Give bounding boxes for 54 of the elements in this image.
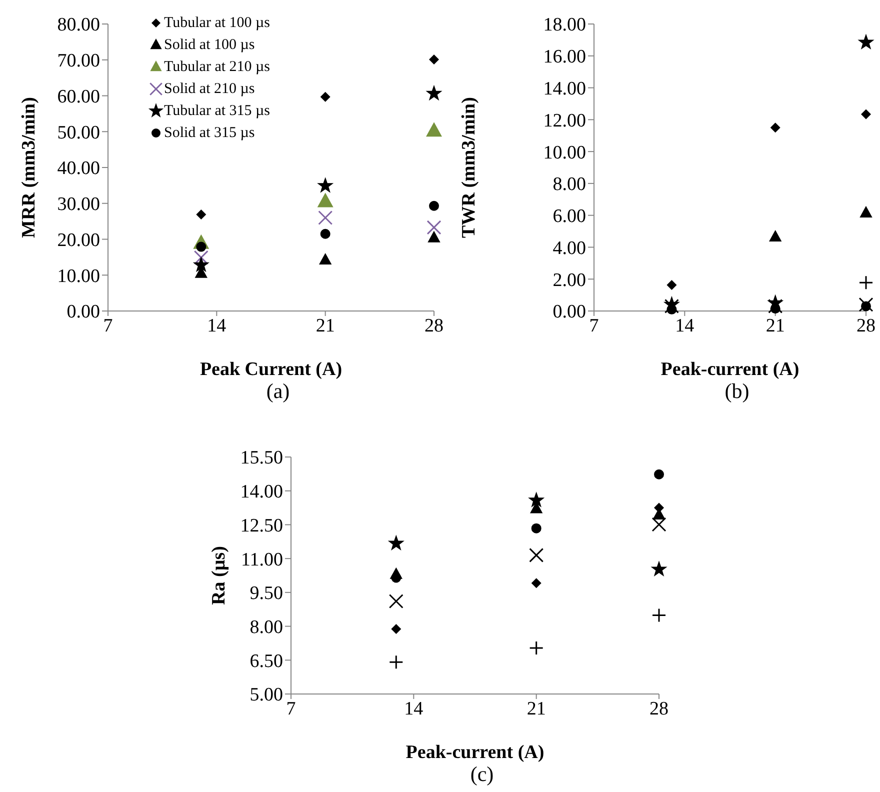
y-axis-title: TWR (mm3/min) xyxy=(458,97,480,238)
x-tick-label: 21 xyxy=(526,698,546,720)
y-tick-label: 10.00 xyxy=(543,142,586,164)
x-tick-label: 28 xyxy=(650,698,668,720)
x-axis-title: Peak Current (A) xyxy=(200,359,342,380)
legend-label: Solid at 315 µs xyxy=(164,124,255,142)
y-tick-label: 6.50 xyxy=(250,650,283,672)
x-tick-label: 28 xyxy=(856,315,876,336)
x-tick-label: 14 xyxy=(404,698,424,720)
legend-label: Solid at 100 µs xyxy=(164,36,255,54)
x-axis-title: Peak-current (A) xyxy=(406,742,544,763)
x-axis-title: Peak-current (A) xyxy=(660,359,800,380)
y-tick-label: 4.00 xyxy=(552,238,586,259)
y-tick-label: 50.00 xyxy=(57,122,100,144)
y-tick-label: 11.00 xyxy=(240,549,283,570)
text: (c) xyxy=(469,762,495,787)
y-tick-label: 2.00 xyxy=(552,270,586,291)
y-tick-label: 5.00 xyxy=(250,684,283,706)
x-tick-label: 7 xyxy=(589,315,599,336)
text: (a) xyxy=(265,379,291,404)
x-tick-label: 21 xyxy=(316,315,335,336)
y-tick-label: 20.00 xyxy=(57,230,100,251)
y-tick-label: 8.00 xyxy=(552,174,586,196)
y-tick-label: 14.00 xyxy=(543,78,586,100)
y-tick-label: 0.00 xyxy=(66,302,100,323)
y-tick-label: 14.00 xyxy=(240,482,283,503)
y-axis-title: MRR (mm3/min) xyxy=(18,97,40,238)
x-tick-label: 14 xyxy=(675,315,695,336)
legend-label: Solid at 210 µs xyxy=(164,80,255,98)
y-tick-label: 8.00 xyxy=(250,617,283,638)
y-tick-label: 15.50 xyxy=(240,448,283,469)
y-tick-label: 18.00 xyxy=(543,14,586,36)
legend-label: Tubular at 210 µs xyxy=(164,58,270,76)
x-tick-label: 14 xyxy=(207,315,227,336)
x-tick-label: 7 xyxy=(286,698,296,720)
y-tick-label: 30.00 xyxy=(57,194,100,216)
y-tick-label: 10.00 xyxy=(57,266,100,287)
text: (b) xyxy=(724,379,750,404)
y-tick-label: 70.00 xyxy=(57,50,100,72)
y-tick-label: 0.00 xyxy=(552,302,586,323)
y-tick-label: 40.00 xyxy=(57,158,100,180)
x-tick-label: 28 xyxy=(424,315,444,336)
y-tick-label: 60.00 xyxy=(57,86,100,108)
legend-label: Tubular at 315 µs xyxy=(164,102,270,120)
x-tick-label: 7 xyxy=(103,315,113,336)
y-tick-label: 12.00 xyxy=(543,110,586,132)
x-tick-label: 21 xyxy=(766,315,785,336)
y-tick-label: 12.50 xyxy=(240,515,283,536)
y-axis-title: Ra (µs) xyxy=(208,546,230,605)
legend-label: Tubular at 100 µs xyxy=(164,14,270,32)
y-tick-label: 16.00 xyxy=(543,46,586,68)
y-tick-label: 6.00 xyxy=(552,206,586,228)
y-tick-label: 9.50 xyxy=(250,583,283,604)
y-tick-label: 80.00 xyxy=(57,14,100,36)
